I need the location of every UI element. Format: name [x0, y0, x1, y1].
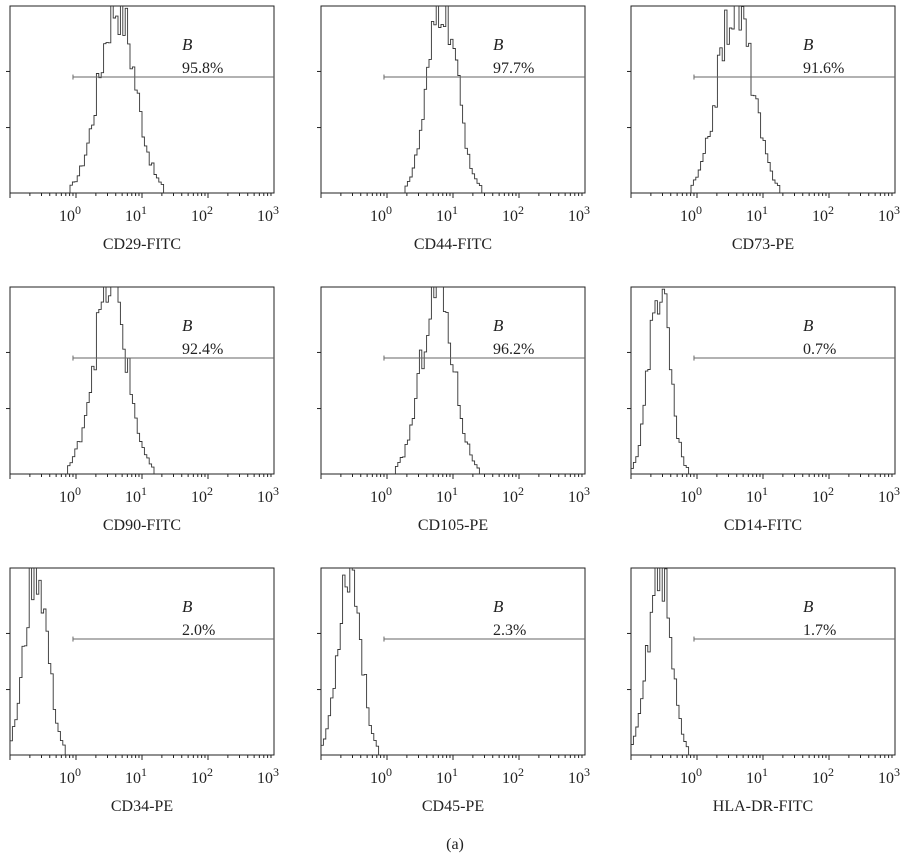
x-axis-label: CD90-FITC — [103, 517, 181, 534]
x-axis-label: CD105-PE — [418, 517, 488, 534]
histogram-panel: 100 101 102 103 CD105-PE B 96.2% — [317, 286, 590, 534]
x-tick-label: 103 — [878, 765, 900, 787]
x-tick-label: 102 — [502, 484, 524, 506]
gate-percent: 1.7% — [803, 622, 836, 639]
gate-label: B — [182, 597, 193, 616]
plot-frame — [630, 5, 896, 194]
figure-caption: (a) — [446, 836, 464, 853]
x-tick-label: 100 — [370, 765, 392, 787]
plot-frame — [320, 286, 586, 475]
plot-frame — [320, 567, 586, 756]
x-tick-label: 102 — [191, 203, 213, 225]
gate-label: B — [182, 316, 193, 335]
gate-label: B — [803, 597, 814, 616]
x-tick-label: 100 — [680, 484, 702, 506]
plot-frame — [9, 5, 275, 194]
gate-label: B — [493, 35, 504, 54]
gate-percent: 95.8% — [182, 60, 223, 77]
x-tick-label: 100 — [370, 484, 392, 506]
x-axis-label: CD73-PE — [732, 236, 794, 253]
histogram-panel: 100 101 102 103 CD45-PE B 2.3% — [317, 567, 590, 815]
x-tick-label: 103 — [257, 484, 279, 506]
histogram-series — [631, 568, 690, 755]
x-tick-label: 100 — [59, 765, 81, 787]
plot-frame — [320, 5, 586, 194]
histogram-series — [321, 568, 380, 755]
x-tick-label: 102 — [812, 203, 834, 225]
x-tick-label: 103 — [257, 765, 279, 787]
x-tick-label: 102 — [191, 765, 213, 787]
x-tick-label: 103 — [257, 203, 279, 225]
histogram-panel: 100 101 102 103 CD29-FITC B 95.8% — [6, 5, 279, 253]
x-tick-label: 100 — [370, 203, 392, 225]
x-tick-label: 101 — [436, 765, 458, 787]
x-tick-label: 101 — [125, 765, 147, 787]
gate-label: B — [182, 35, 193, 54]
x-tick-label: 101 — [436, 203, 458, 225]
x-tick-label: 100 — [680, 203, 702, 225]
gate-percent: 0.7% — [803, 341, 836, 358]
histogram-panel: 100 101 102 103 HLA-DR-FITC B 1.7% — [627, 567, 900, 815]
histogram-panel: 100 101 102 103 CD44-FITC B 97.7% — [317, 5, 590, 253]
gate-percent: 97.7% — [493, 60, 534, 77]
x-tick-label: 101 — [746, 484, 768, 506]
gate-label: B — [493, 316, 504, 335]
x-tick-label: 103 — [568, 203, 590, 225]
gate-percent: 92.4% — [182, 341, 223, 358]
gate-label: B — [803, 316, 814, 335]
x-axis-label: CD34-PE — [111, 798, 173, 815]
x-tick-label: 103 — [568, 765, 590, 787]
histogram-series — [404, 6, 483, 193]
x-tick-label: 103 — [878, 484, 900, 506]
x-axis-label: CD45-PE — [422, 798, 484, 815]
plot-frame — [630, 286, 896, 475]
x-axis-label: CD29-FITC — [103, 236, 181, 253]
x-tick-label: 102 — [812, 765, 834, 787]
histogram-panel: 100 101 102 103 CD73-PE B 91.6% — [627, 5, 900, 253]
gate-percent: 2.3% — [493, 622, 526, 639]
x-tick-label: 100 — [59, 203, 81, 225]
x-tick-label: 103 — [878, 203, 900, 225]
gate-percent: 91.6% — [803, 60, 844, 77]
gate-percent: 2.0% — [182, 622, 215, 639]
histogram-series — [631, 288, 690, 474]
x-tick-label: 102 — [191, 484, 213, 506]
x-tick-label: 102 — [502, 203, 524, 225]
x-tick-label: 100 — [680, 765, 702, 787]
plot-frame — [9, 567, 275, 756]
histogram-series — [690, 6, 781, 193]
x-tick-label: 101 — [436, 484, 458, 506]
gate-percent: 96.2% — [493, 341, 534, 358]
gate-label: B — [803, 35, 814, 54]
histogram-panel: 100 101 102 103 CD34-PE B 2.0% — [6, 567, 279, 815]
histogram-panel: 100 101 102 103 CD14-FITC B 0.7% — [627, 286, 900, 534]
x-tick-label: 100 — [59, 484, 81, 506]
x-tick-label: 102 — [812, 484, 834, 506]
x-tick-label: 102 — [502, 765, 524, 787]
histogram-series — [394, 287, 480, 474]
x-tick-label: 101 — [125, 203, 147, 225]
histogram-series — [67, 287, 155, 474]
histogram-series — [10, 568, 66, 755]
x-axis-label: CD14-FITC — [724, 517, 802, 534]
x-tick-label: 103 — [568, 484, 590, 506]
gate-label: B — [493, 597, 504, 616]
x-tick-label: 101 — [746, 765, 768, 787]
x-tick-label: 101 — [125, 484, 147, 506]
histogram-series — [69, 6, 165, 193]
histogram-panel: 100 101 102 103 CD90-FITC B 92.4% — [6, 286, 279, 534]
plot-frame — [630, 567, 896, 756]
x-axis-label: HLA-DR-FITC — [713, 798, 813, 815]
x-axis-label: CD44-FITC — [414, 236, 492, 253]
x-tick-label: 101 — [746, 203, 768, 225]
